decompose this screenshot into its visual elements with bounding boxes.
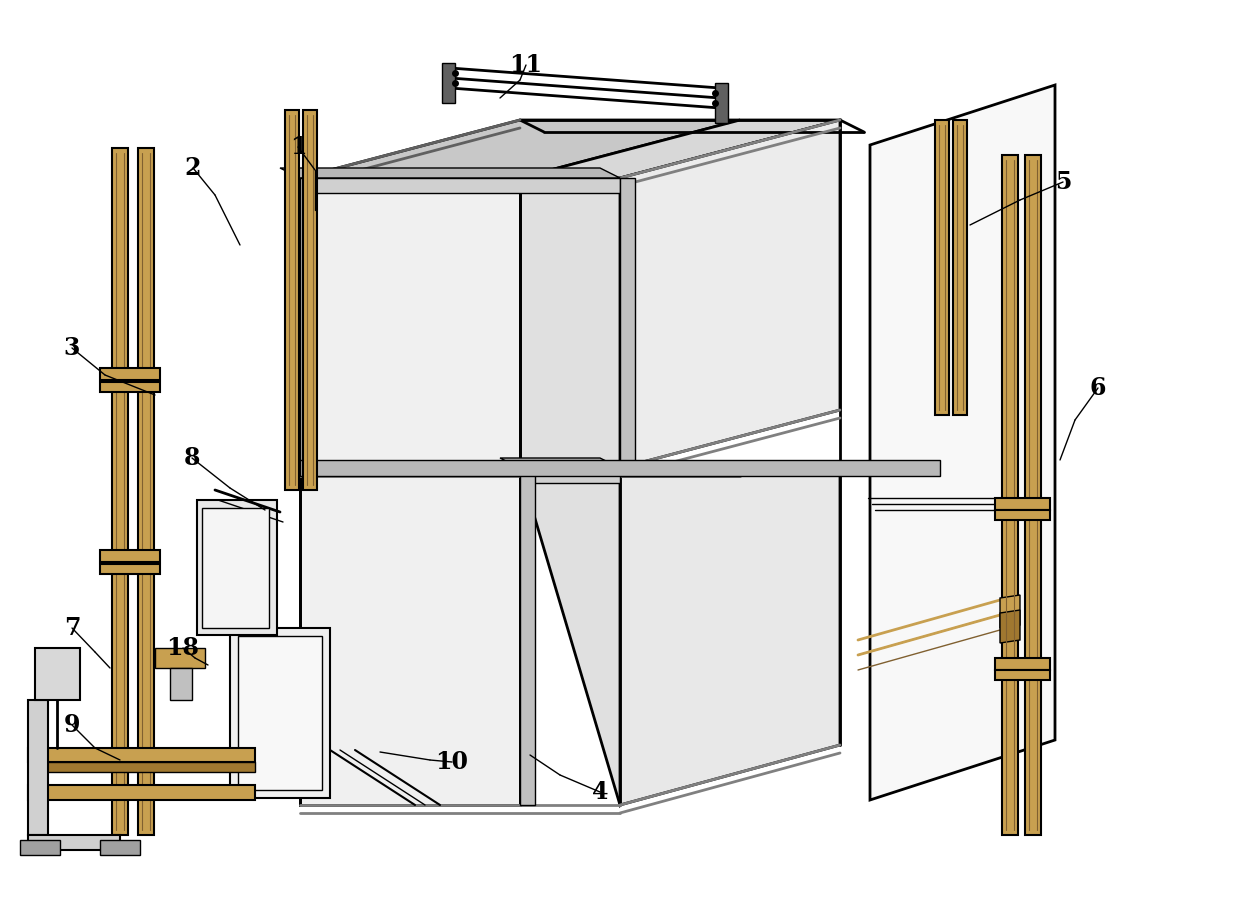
Polygon shape [300,460,940,476]
Polygon shape [935,120,949,415]
Polygon shape [100,368,160,380]
Polygon shape [202,508,269,628]
Polygon shape [35,648,81,700]
Text: 3: 3 [63,336,81,360]
Text: 6: 6 [1090,376,1106,400]
Polygon shape [520,178,620,468]
Text: 10: 10 [435,750,469,774]
Polygon shape [999,595,1021,628]
Polygon shape [999,610,1021,643]
Polygon shape [1025,155,1042,835]
Polygon shape [197,500,277,635]
Polygon shape [170,668,192,700]
Polygon shape [29,700,48,835]
Polygon shape [300,468,520,805]
Polygon shape [100,840,140,855]
Polygon shape [520,468,620,483]
Polygon shape [300,178,520,468]
Polygon shape [138,148,154,835]
Text: 18: 18 [166,636,200,660]
Polygon shape [280,168,620,178]
Polygon shape [112,148,128,835]
Text: 4: 4 [591,780,609,804]
Polygon shape [870,85,1055,800]
Polygon shape [620,120,839,468]
Polygon shape [620,178,635,468]
Text: 8: 8 [184,446,200,470]
Polygon shape [285,110,299,490]
Polygon shape [994,658,1050,670]
Polygon shape [238,636,322,790]
Polygon shape [229,628,330,798]
Polygon shape [100,550,160,562]
Polygon shape [1002,155,1018,835]
Polygon shape [100,382,160,392]
Polygon shape [300,120,740,178]
Polygon shape [520,120,839,178]
Text: 7: 7 [63,616,81,640]
Polygon shape [994,510,1050,520]
Polygon shape [100,564,160,574]
Polygon shape [300,178,620,193]
Polygon shape [994,670,1050,680]
Polygon shape [155,648,205,668]
Text: 11: 11 [510,53,543,77]
Polygon shape [29,835,120,850]
Polygon shape [29,762,255,772]
Polygon shape [29,785,255,800]
Text: 9: 9 [63,713,81,737]
Polygon shape [520,468,839,805]
Polygon shape [715,83,728,123]
Polygon shape [303,110,317,490]
Polygon shape [954,120,967,415]
Text: 1: 1 [290,135,306,159]
Polygon shape [994,498,1050,510]
Polygon shape [620,468,839,805]
Text: 2: 2 [185,156,201,180]
Polygon shape [29,748,255,762]
Polygon shape [441,63,455,103]
Polygon shape [300,178,315,468]
Polygon shape [500,458,620,468]
Text: 5: 5 [1055,170,1071,194]
Polygon shape [20,840,60,855]
Polygon shape [520,468,534,805]
